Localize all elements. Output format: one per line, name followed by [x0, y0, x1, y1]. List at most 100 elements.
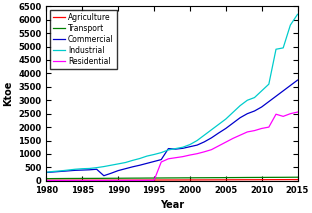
- Residential: [45, 179, 48, 182]
- Commercial: [116, 169, 120, 172]
- Commercial: [260, 106, 264, 108]
- Agriculture: [274, 178, 278, 181]
- Industrial: [138, 157, 142, 160]
- Agriculture: [174, 179, 178, 181]
- Industrial: [238, 104, 242, 107]
- Agriculture: [202, 179, 206, 181]
- Industrial: [296, 13, 300, 16]
- Agriculture: [159, 179, 163, 181]
- Industrial: [73, 168, 77, 171]
- Industrial: [167, 149, 170, 151]
- Commercial: [124, 167, 127, 170]
- Agriculture: [188, 179, 192, 181]
- Transport: [52, 177, 56, 180]
- Agriculture: [116, 179, 120, 181]
- Commercial: [167, 147, 170, 150]
- Industrial: [260, 90, 264, 92]
- Line: Transport: Transport: [46, 177, 298, 179]
- Agriculture: [296, 178, 300, 181]
- Y-axis label: Ktoe: Ktoe: [3, 81, 13, 106]
- Agriculture: [52, 179, 56, 181]
- Residential: [80, 179, 84, 182]
- Transport: [224, 176, 228, 179]
- Commercial: [202, 141, 206, 143]
- Industrial: [66, 169, 70, 171]
- Transport: [210, 176, 213, 179]
- Agriculture: [102, 179, 106, 181]
- Commercial: [217, 132, 221, 134]
- Industrial: [52, 170, 56, 173]
- Residential: [159, 161, 163, 163]
- Commercial: [88, 168, 91, 171]
- Transport: [202, 176, 206, 179]
- Industrial: [246, 99, 249, 102]
- Agriculture: [238, 178, 242, 181]
- Industrial: [231, 111, 235, 114]
- Transport: [145, 177, 149, 179]
- Commercial: [238, 117, 242, 119]
- Industrial: [195, 139, 199, 142]
- Agriculture: [289, 178, 292, 181]
- Agriculture: [73, 179, 77, 181]
- Transport: [274, 176, 278, 179]
- Industrial: [59, 170, 63, 172]
- Commercial: [52, 171, 56, 173]
- Transport: [80, 177, 84, 180]
- Commercial: [131, 166, 134, 168]
- Agriculture: [281, 178, 285, 181]
- Industrial: [131, 159, 134, 162]
- Residential: [124, 179, 127, 182]
- Industrial: [210, 128, 213, 131]
- Industrial: [188, 143, 192, 146]
- Commercial: [210, 137, 213, 139]
- Residential: [73, 179, 77, 182]
- Industrial: [281, 47, 285, 49]
- Industrial: [224, 118, 228, 120]
- Residential: [95, 179, 99, 182]
- Commercial: [45, 171, 48, 174]
- Transport: [66, 177, 70, 180]
- Line: Residential: Residential: [46, 112, 298, 181]
- Transport: [159, 177, 163, 179]
- Transport: [238, 176, 242, 179]
- Transport: [59, 177, 63, 180]
- Agriculture: [167, 179, 170, 181]
- Agriculture: [260, 178, 264, 181]
- Residential: [238, 134, 242, 137]
- Agriculture: [231, 178, 235, 181]
- Agriculture: [195, 179, 199, 181]
- X-axis label: Year: Year: [160, 200, 184, 210]
- Residential: [88, 179, 91, 182]
- Agriculture: [145, 179, 149, 181]
- Commercial: [188, 145, 192, 148]
- Transport: [102, 177, 106, 180]
- Commercial: [145, 162, 149, 165]
- Transport: [217, 176, 221, 179]
- Industrial: [267, 83, 271, 85]
- Residential: [116, 179, 120, 182]
- Agriculture: [109, 179, 113, 181]
- Agriculture: [217, 178, 221, 181]
- Residential: [174, 156, 178, 159]
- Transport: [138, 177, 142, 179]
- Agriculture: [138, 179, 142, 181]
- Agriculture: [152, 179, 156, 181]
- Transport: [109, 177, 113, 180]
- Agriculture: [224, 178, 228, 181]
- Agriculture: [45, 179, 48, 181]
- Industrial: [202, 134, 206, 137]
- Agriculture: [246, 178, 249, 181]
- Commercial: [102, 174, 106, 177]
- Residential: [224, 141, 228, 143]
- Commercial: [289, 84, 292, 87]
- Agriculture: [88, 179, 91, 181]
- Industrial: [174, 147, 178, 150]
- Commercial: [253, 110, 256, 112]
- Industrial: [159, 151, 163, 154]
- Residential: [181, 155, 185, 158]
- Residential: [188, 154, 192, 156]
- Industrial: [45, 171, 48, 174]
- Transport: [188, 177, 192, 179]
- Residential: [195, 153, 199, 155]
- Industrial: [181, 146, 185, 148]
